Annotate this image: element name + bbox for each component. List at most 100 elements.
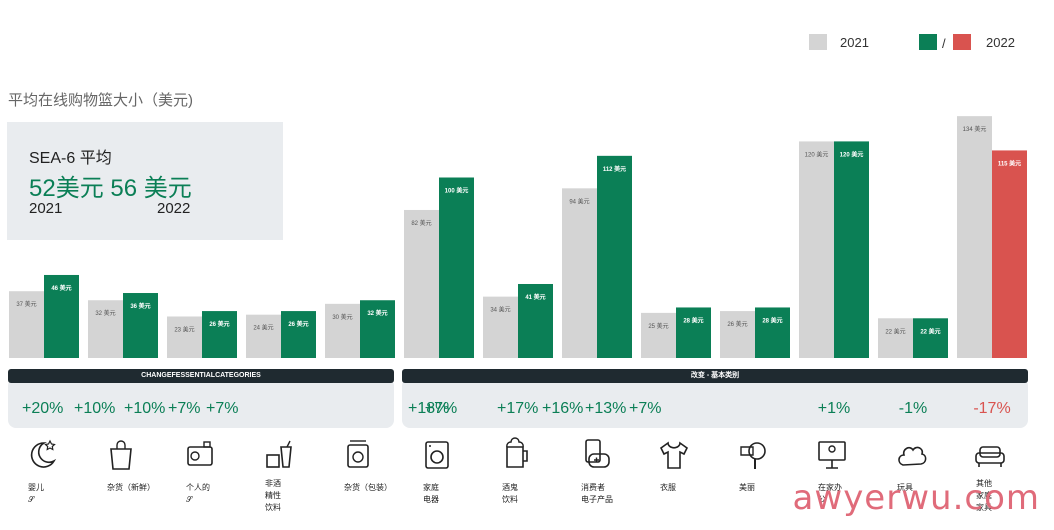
category-label-0: 婴儿 𝒮 — [28, 482, 98, 506]
change-value-11: -1% — [898, 400, 928, 417]
packaged-grocery-icon — [340, 437, 376, 473]
bar-2022-10 — [834, 141, 869, 358]
category-label-line: 酒鬼 — [502, 483, 518, 492]
category-label-line: 美丽 — [739, 483, 755, 492]
bar-label-2022-2: 26 美元 — [209, 320, 229, 328]
change-value-4: +7% — [206, 400, 239, 417]
bar-label-2021-3: 24 美元 — [253, 324, 273, 332]
legend-swatch-2021 — [809, 34, 827, 50]
baby-moon-icon — [24, 437, 60, 473]
category-label-10: 在家办公 — [818, 482, 888, 506]
bar-2021-3 — [246, 314, 281, 358]
category-label-line: 家庭 — [423, 483, 439, 492]
category-label-4: 杂货（包装） — [344, 482, 414, 494]
category-label-line: 𝒮 — [186, 495, 193, 504]
watermark: awyerwu.com — [792, 478, 1040, 518]
legend-label-2021: 2021 — [840, 35, 869, 50]
bar-label-2022-6: 41 美元 — [525, 293, 545, 301]
bar-2021-7 — [562, 188, 597, 358]
category-label-line: 其他 — [976, 479, 992, 488]
change-value-1: +10% — [74, 400, 116, 417]
legend-label-2022: 2022 — [986, 35, 1015, 50]
category-label-line: 个人的 — [186, 483, 210, 492]
category-label-line: 在家办 — [818, 483, 842, 492]
bar-label-2022-5: 100 美元 — [445, 187, 469, 195]
category-label-7: 消费者 电子产品 — [581, 482, 651, 506]
change-overlap: +7% — [424, 400, 458, 417]
bar-2022-5 — [439, 177, 474, 358]
category-label-line: 电器 — [423, 495, 439, 504]
category-label-line: 饮料 — [265, 503, 281, 512]
category-label-line: 公 — [818, 495, 826, 504]
bar-2021-11 — [878, 318, 913, 358]
bar-2021-2 — [167, 316, 202, 358]
bar-label-2022-10: 120 美元 — [840, 150, 864, 158]
category-label-line: 衣服 — [660, 483, 676, 492]
category-label-line: 杂货（新鲜） — [107, 483, 155, 492]
bar-2021-6 — [483, 296, 518, 358]
average-values: 52美元 56 美元 — [29, 175, 192, 202]
bar-label-2022-7: 112 美元 — [603, 165, 626, 173]
nonessential-change-band — [402, 378, 1028, 428]
legend-separator: / — [942, 36, 946, 51]
bar-chart: 37 美元 46 美元 32 美元 36 美元 23 美元 26 美元 24 美元 26 美元… — [9, 116, 1027, 358]
change-value-10: +1% — [817, 400, 851, 417]
bar-label-2021-12: 134 美元 — [963, 125, 987, 133]
bar-2022-2 — [202, 311, 237, 358]
chart-subtitle: 平均在线购物篮大小（美元) — [8, 92, 193, 109]
nonessential-band-header: 改变 - 基本类别 — [402, 369, 1028, 383]
essential-band-header: CHANGEFESSENTIALCATEGORIES — [8, 369, 394, 383]
average-card: SEA-6 平均 52美元 56 美元 2021 2022 — [7, 122, 283, 240]
category-label-line: 婴儿 — [28, 483, 44, 492]
category-label-line: 非酒 — [265, 479, 281, 488]
bar-2021-12 — [957, 116, 992, 358]
bar-label-2022-12: 115 美元 — [998, 159, 1021, 167]
category-label-line: 消费者 — [581, 483, 605, 492]
drinks-icon — [261, 437, 297, 473]
bar-label-2021-2: 23 美元 — [174, 325, 194, 333]
sofa-icon — [972, 437, 1008, 473]
toy-icon — [893, 437, 929, 473]
grocery-bag-icon — [103, 437, 139, 473]
bar-label-2022-9: 28 美元 — [762, 316, 782, 324]
essential-change-band — [8, 378, 394, 428]
change-value-7: +16% — [542, 400, 584, 417]
bar-2021-5 — [404, 209, 439, 358]
bar-2022-6 — [518, 283, 553, 358]
bar-label-2021-5: 82 美元 — [411, 219, 431, 227]
bar-label-2021-8: 25 美元 — [648, 322, 668, 330]
bar-2021-10 — [799, 141, 834, 358]
bar-label-2021-9: 26 美元 — [727, 320, 747, 328]
change-value-3: +7% — [168, 400, 201, 417]
category-label-3: 非酒 精性 饮料 — [265, 478, 335, 514]
bar-label-2021-10: 120 美元 — [805, 150, 829, 158]
bar-2021-4 — [325, 303, 360, 358]
home-office-icon — [814, 437, 850, 473]
bar-label-2021-1: 32 美元 — [95, 309, 115, 317]
category-label-line: 玩具 — [897, 483, 913, 492]
bar-2021-8 — [641, 312, 676, 358]
legend-swatch-up — [919, 34, 937, 50]
bar-2022-11 — [913, 318, 948, 358]
category-label-line: 家庭 — [976, 491, 992, 500]
category-label-6: 酒鬼 饮料 — [502, 482, 572, 506]
legend-swatch-down — [953, 34, 971, 50]
change-value-9: +7% — [629, 400, 662, 417]
change-value-8: +13% — [585, 400, 627, 417]
bar-2022-4 — [360, 300, 395, 358]
average-title: SEA-6 平均 — [29, 150, 112, 167]
change-value-5: +18% — [408, 400, 450, 417]
category-label-line: 精性 — [265, 491, 281, 500]
bar-2022-3 — [281, 311, 316, 358]
beer-icon — [498, 437, 534, 473]
change-value-6: +17% — [497, 400, 539, 417]
bar-2021-9 — [720, 311, 755, 358]
bar-2022-7 — [597, 155, 632, 358]
category-label-5: 家庭 电器 — [423, 482, 493, 506]
category-label-line: 𝒮 — [28, 495, 35, 504]
bar-2022-12 — [992, 150, 1027, 358]
bar-label-2022-4: 32 美元 — [367, 309, 387, 317]
change-value-0: +20% — [22, 400, 64, 417]
category-label-9: 美丽 — [739, 482, 809, 494]
bar-label-2021-7: 94 美元 — [569, 197, 589, 205]
